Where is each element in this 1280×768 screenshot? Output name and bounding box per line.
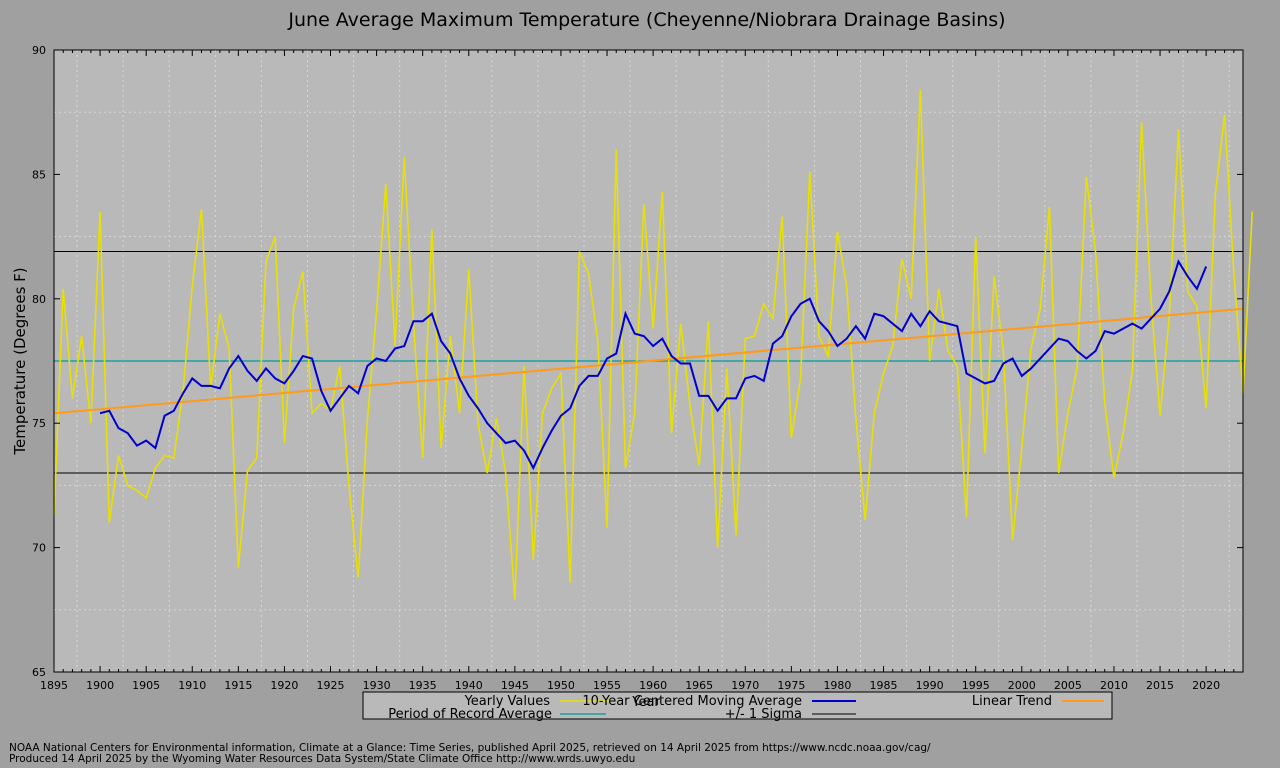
y-axis-label: Temperature (Degrees F) — [11, 267, 29, 455]
legend-label-sigma: +/- 1 Sigma — [725, 707, 802, 722]
x-tick-label: 1980 — [823, 679, 851, 692]
legend-box — [362, 691, 1113, 720]
x-tick-label: 1925 — [317, 679, 345, 692]
legend-label-period-average: Period of Record Average — [388, 707, 552, 722]
x-tick-label: 1900 — [86, 679, 114, 692]
x-tick-label: 1995 — [962, 679, 990, 692]
footer-source: NOAA National Centers for Environmental … — [9, 742, 931, 754]
x-tick-label: 1930 — [363, 679, 391, 692]
y-tick-label: 65 — [32, 666, 46, 679]
plot-frame — [53, 49, 1244, 673]
x-tick-label: 1935 — [409, 679, 437, 692]
legend-label-linear-trend: Linear Trend — [972, 694, 1052, 709]
x-tick-label: 1920 — [270, 679, 298, 692]
x-tick-label: 1955 — [593, 679, 621, 692]
x-tick-label: 1945 — [501, 679, 529, 692]
linear-trend-line — [53, 307, 1244, 415]
x-tick-label: 1950 — [547, 679, 575, 692]
y-tick-label: 70 — [32, 542, 46, 555]
x-tick-label: 2010 — [1100, 679, 1128, 692]
moving-average-line — [99, 259, 1208, 471]
x-tick-label: 1960 — [639, 679, 667, 692]
axis-ticks: 65 70 75 80 85 90 1895 1900 1905 1910 1915 1920 1925… — [32, 44, 1243, 692]
x-tick-label: 2005 — [1054, 679, 1082, 692]
x-tick-label: 1985 — [870, 679, 898, 692]
x-tick-label: 2020 — [1192, 679, 1220, 692]
x-tick-label: 1990 — [916, 679, 944, 692]
series — [53, 89, 1254, 600]
chart-title: June Average Maximum Temperature (Cheyen… — [287, 9, 1005, 31]
x-tick-label: 1910 — [178, 679, 206, 692]
x-tick-label: 1895 — [40, 679, 68, 692]
x-tick-label: 1975 — [777, 679, 805, 692]
yearly-values-line — [53, 89, 1254, 600]
footer-credit: Produced 14 April 2025 by the Wyoming Wa… — [9, 753, 636, 765]
y-tick-label: 75 — [32, 417, 46, 430]
y-tick-label: 85 — [32, 168, 46, 181]
x-tick-label: 1915 — [224, 679, 252, 692]
y-tick-label: 80 — [32, 293, 46, 306]
x-tick-label: 1940 — [455, 679, 483, 692]
y-tick-label: 90 — [32, 44, 46, 57]
x-tick-label: 1965 — [685, 679, 713, 692]
legend: Yearly Values 10-Year Centered Moving Av… — [362, 691, 1113, 722]
x-tick-label: 2015 — [1146, 679, 1174, 692]
x-tick-label: 1905 — [132, 679, 160, 692]
x-tick-label: 2000 — [1008, 679, 1036, 692]
legend-label-yearly-values: Yearly Values — [464, 694, 551, 709]
x-tick-label: 1970 — [731, 679, 759, 692]
legend-label-moving-average: 10-Year Centered Moving Average — [582, 694, 802, 709]
x-axis-label: Year — [631, 695, 660, 710]
